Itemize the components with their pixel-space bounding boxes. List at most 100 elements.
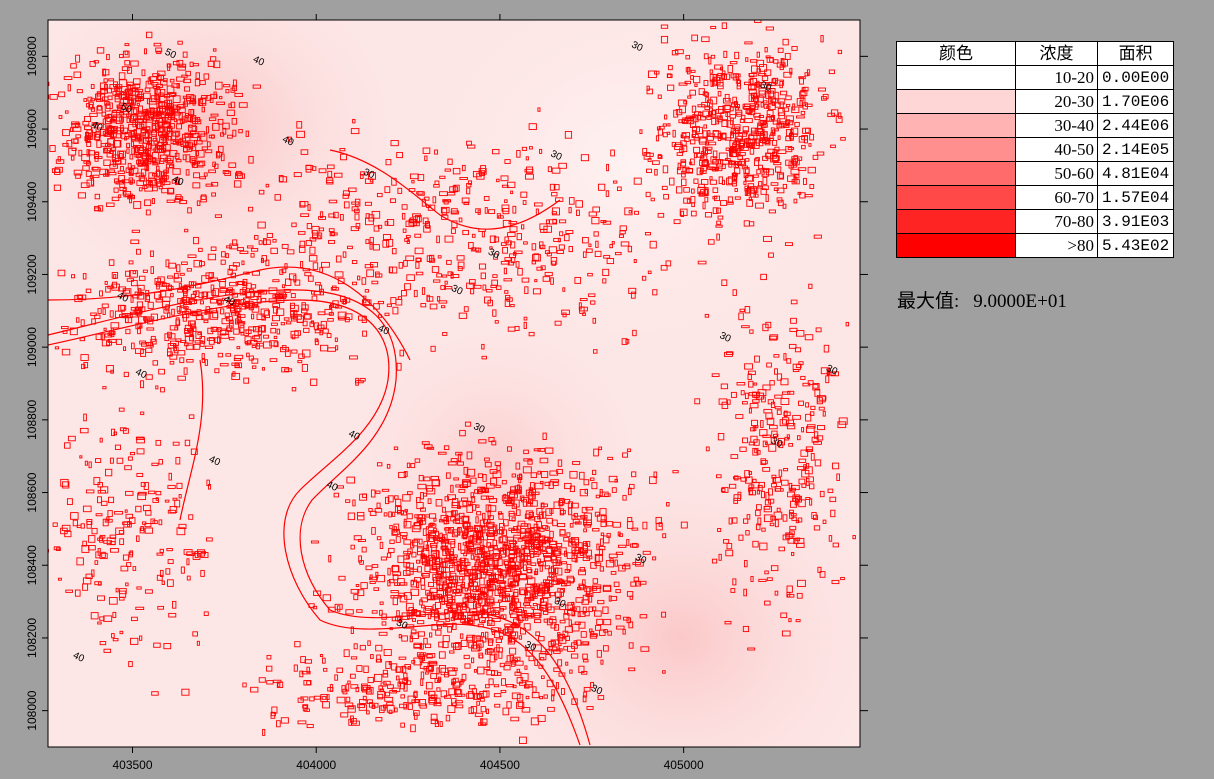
contour-blob xyxy=(220,334,230,339)
contour-blob xyxy=(420,555,428,564)
contour-blob xyxy=(471,233,476,238)
contour-blob xyxy=(609,244,613,249)
contour-blob xyxy=(75,134,81,139)
contour-blob xyxy=(472,568,477,575)
contour-blob xyxy=(131,147,136,155)
contour-blob xyxy=(778,441,784,449)
contour-blob xyxy=(790,299,798,305)
contour-blob xyxy=(399,582,408,586)
contour-blob xyxy=(246,352,250,358)
contour-blob xyxy=(375,658,382,663)
contour-blob xyxy=(138,275,146,281)
contour-blob xyxy=(716,233,720,241)
contour-blob xyxy=(230,87,236,93)
contour-blob xyxy=(777,149,787,154)
contour-blob xyxy=(445,588,451,594)
contour-blob xyxy=(669,177,675,186)
contour-blob xyxy=(220,259,226,265)
contour-blob xyxy=(375,271,380,278)
contour-blob xyxy=(590,681,595,688)
contour-blob xyxy=(474,603,482,608)
contour-blob xyxy=(582,695,587,703)
contour-blob xyxy=(129,550,134,556)
contour-blob xyxy=(71,121,80,126)
contour-blob xyxy=(673,219,681,225)
contour-blob xyxy=(129,451,136,456)
contour-blob xyxy=(438,651,446,659)
contour-blob xyxy=(391,177,397,186)
contour-blob xyxy=(109,163,119,169)
contour-blob xyxy=(96,122,104,129)
river-contours xyxy=(48,149,591,746)
contour-blob xyxy=(113,114,122,122)
contour-blob xyxy=(781,479,789,486)
contour-blob xyxy=(168,472,172,481)
contour-blob xyxy=(106,537,116,546)
contour-label-17: 40 xyxy=(170,174,185,189)
contour-blob xyxy=(294,641,301,648)
contour-blob xyxy=(733,494,742,501)
contour-blob xyxy=(508,583,516,588)
contour-blob xyxy=(647,158,652,162)
contour-blob xyxy=(569,485,575,493)
contour-blob xyxy=(119,187,127,192)
contour-blob xyxy=(520,523,528,527)
contour-blob xyxy=(414,233,422,238)
contour-blob xyxy=(369,510,377,516)
contour-blob xyxy=(730,132,735,136)
contour-blob xyxy=(145,143,153,149)
contour-blob xyxy=(311,320,315,324)
contour-blob xyxy=(514,485,522,493)
contour-blob xyxy=(525,510,534,519)
contour-blob xyxy=(763,235,772,242)
contour-blob xyxy=(594,610,602,617)
contour-blob xyxy=(110,129,117,138)
contour-blob xyxy=(309,246,316,255)
contour-blob xyxy=(504,159,511,164)
contour-blob xyxy=(125,328,131,335)
contour-blob xyxy=(146,165,150,172)
contour-blob xyxy=(735,78,741,84)
contour-blob xyxy=(318,227,325,232)
contour-blob xyxy=(227,268,233,276)
contour-blob xyxy=(183,549,193,555)
contour-blob xyxy=(388,511,392,518)
contour-blob xyxy=(758,114,765,118)
contour-blob xyxy=(102,308,106,315)
contour-blob xyxy=(148,490,156,495)
contour-blob xyxy=(592,469,597,475)
contour-blob xyxy=(617,531,621,537)
contour-blob xyxy=(99,616,105,621)
contour-blob xyxy=(82,540,87,547)
contour-blob xyxy=(135,88,144,93)
contour-blob xyxy=(552,519,558,527)
contour-blob xyxy=(85,170,92,177)
contour-blob xyxy=(450,228,456,234)
contour-blob xyxy=(807,166,816,174)
contour-blob xyxy=(305,240,313,246)
contour-blob xyxy=(520,528,526,534)
legend-row: 30-40 2.44E06 xyxy=(896,113,1175,138)
contour-blob xyxy=(131,279,138,287)
contour-blob xyxy=(582,251,587,258)
contour-blob xyxy=(425,671,429,675)
contour-blob xyxy=(163,122,171,128)
contour-blob xyxy=(422,528,427,536)
contour-blob xyxy=(399,532,408,537)
contour-blob xyxy=(430,713,438,721)
contour-blob xyxy=(549,183,556,191)
contour-blob xyxy=(772,98,778,104)
contour-blob xyxy=(756,504,762,511)
contour-blob xyxy=(402,494,411,502)
contour-blob xyxy=(585,593,594,597)
contour-blob xyxy=(136,248,141,255)
contour-blob xyxy=(91,527,98,535)
contour-blob xyxy=(79,427,89,434)
y-tick-label-9: 109800 xyxy=(25,36,39,76)
contour-blob xyxy=(60,478,69,487)
contour-blob xyxy=(783,468,789,472)
contour-blob xyxy=(251,345,256,349)
contour-blob xyxy=(592,317,597,324)
contour-blob xyxy=(543,583,553,588)
legend-range: 20-30 xyxy=(1015,89,1098,114)
